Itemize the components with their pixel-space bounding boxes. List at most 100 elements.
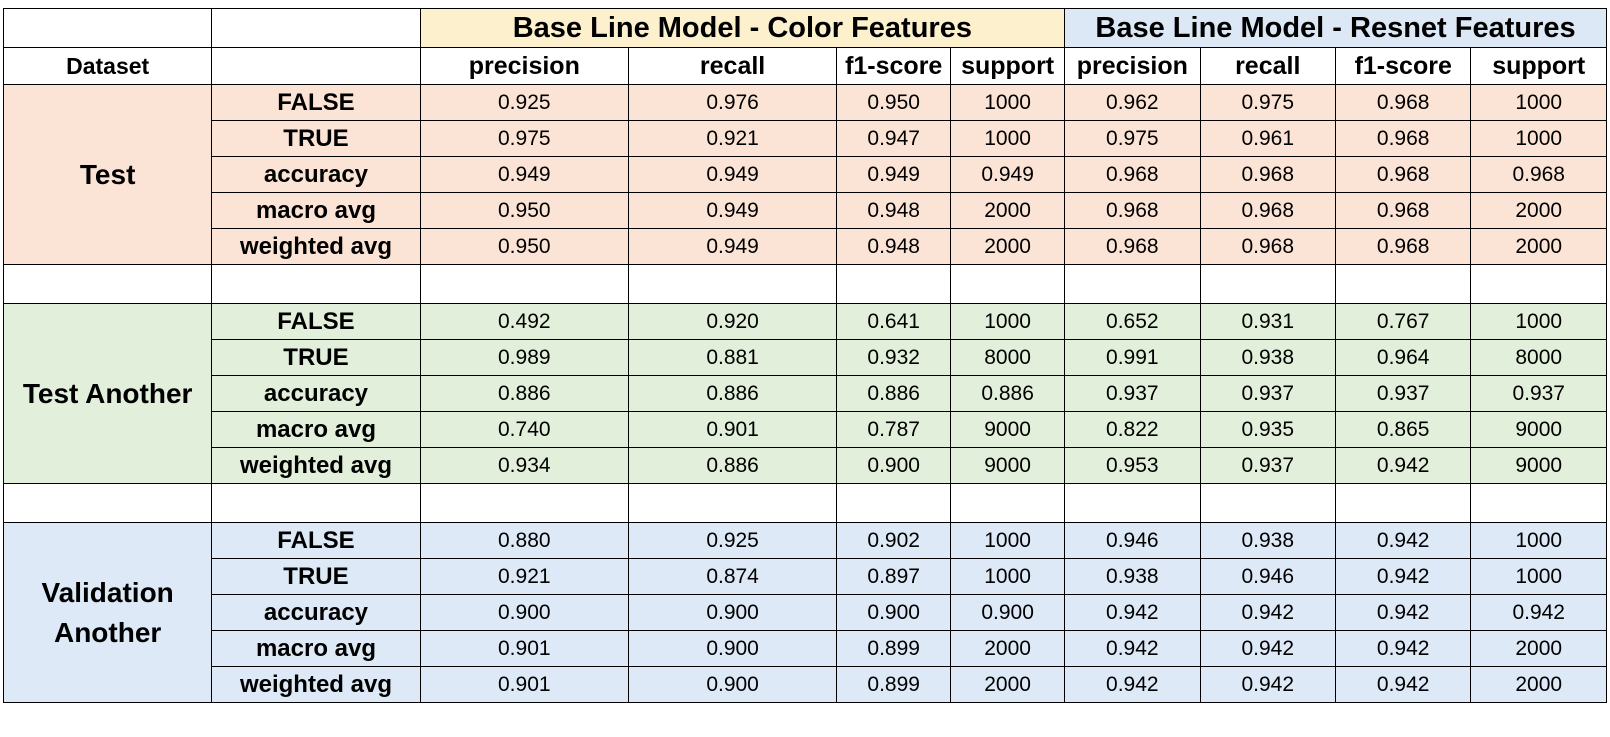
column-header-recall: recall [1199,47,1336,85]
spacer-row [2,483,1607,523]
color-f1-score-cell: 0.948 [836,228,952,265]
resnet-precision-cell: 0.953 [1064,447,1201,484]
empty-cell [2,483,213,523]
resnet-f1-score-cell: 0.968 [1334,156,1472,193]
empty-cell [627,264,838,304]
metric-label: weighted avg [211,666,421,703]
column-header-precision: precision [1064,47,1201,85]
color-support-cell: 2000 [950,666,1066,703]
resnet-precision-cell: 0.968 [1064,192,1201,229]
resnet-recall-cell: 0.961 [1199,120,1336,157]
empty-cell [1470,483,1607,523]
resnet-support-cell: 1000 [1470,558,1607,595]
color-f1-score-cell: 0.932 [836,339,952,376]
resnet-f1-score-cell: 0.942 [1334,447,1472,484]
resnet-f1-score-cell: 0.865 [1334,411,1472,448]
blank-header-cell [2,8,213,48]
blank-header-cell [211,8,421,48]
resnet-precision-cell: 0.975 [1064,120,1201,157]
column-header-precision: precision [419,47,629,85]
resnet-f1-score-cell: 0.968 [1334,120,1472,157]
metric-label: macro avg [211,192,421,229]
empty-cell [1470,264,1607,304]
metric-label: TRUE [211,339,421,376]
color-f1-score-cell: 0.902 [836,522,952,559]
color-support-cell: 2000 [950,192,1066,229]
empty-cell [1199,264,1336,304]
color-precision-cell: 0.492 [419,303,629,340]
table-row: TRUE 0.989 0.881 0.932 8000 0.991 0.938 0.964 80… [4,339,1607,376]
empty-cell [419,264,629,304]
color-recall-cell: 0.976 [627,84,838,121]
resnet-recall-cell: 0.931 [1199,303,1336,340]
empty-cell [1334,264,1472,304]
empty-cell [836,483,952,523]
resnet-precision-cell: 0.946 [1064,522,1201,559]
color-f1-score-cell: 0.948 [836,192,952,229]
table-row: TRUE 0.921 0.874 0.897 1000 0.938 0.946 0.942 10… [4,558,1607,595]
resnet-precision-cell: 0.652 [1064,303,1201,340]
color-precision-cell: 0.901 [419,666,629,703]
color-precision-cell: 0.886 [419,375,629,412]
color-recall-cell: 0.900 [627,666,838,703]
color-recall-cell: 0.949 [627,156,838,193]
results-table: Base Line Model - Color Features Base Li… [2,8,1607,703]
resnet-precision-cell: 0.968 [1064,228,1201,265]
color-f1-score-cell: 0.641 [836,303,952,340]
color-features-group-title: Base Line Model - Color Features [419,8,1066,48]
color-support-cell: 1000 [950,558,1066,595]
color-precision-cell: 0.901 [419,630,629,667]
resnet-support-cell: 1000 [1470,84,1607,121]
resnet-support-cell: 1000 [1470,303,1607,340]
resnet-f1-score-cell: 0.942 [1334,558,1472,595]
metric-label: macro avg [211,630,421,667]
table-row: macro avg 0.740 0.901 0.787 9000 0.822 0.935 0.… [4,411,1607,448]
color-support-cell: 2000 [950,630,1066,667]
resnet-support-cell: 9000 [1470,447,1607,484]
color-recall-cell: 0.920 [627,303,838,340]
resnet-support-cell: 2000 [1470,630,1607,667]
resnet-recall-cell: 0.935 [1199,411,1336,448]
empty-cell [211,264,421,304]
resnet-recall-cell: 0.938 [1199,522,1336,559]
resnet-recall-cell: 0.937 [1199,375,1336,412]
resnet-recall-cell: 0.975 [1199,84,1336,121]
resnet-f1-score-cell: 0.968 [1334,84,1472,121]
metric-label: accuracy [211,594,421,631]
color-f1-score-cell: 0.947 [836,120,952,157]
resnet-precision-cell: 0.968 [1064,156,1201,193]
column-header-f1-score: f1-score [1334,47,1472,85]
color-precision-cell: 0.950 [419,228,629,265]
resnet-f1-score-cell: 0.968 [1334,192,1472,229]
color-f1-score-cell: 0.949 [836,156,952,193]
resnet-support-cell: 9000 [1470,411,1607,448]
table-row: accuracy 0.949 0.949 0.949 0.949 0.968 0.968 0.… [4,156,1607,193]
column-header-f1-score: f1-score [836,47,952,85]
color-recall-cell: 0.901 [627,411,838,448]
color-precision-cell: 0.975 [419,120,629,157]
color-support-cell: 2000 [950,228,1066,265]
table-row: weighted avg 0.901 0.900 0.899 2000 0.942 0.94… [4,666,1607,703]
column-header-row: Dataset precision recall f1-score suppor… [2,47,1607,85]
resnet-f1-score-cell: 0.942 [1334,666,1472,703]
column-header-recall: recall [627,47,838,85]
resnet-support-cell: 1000 [1470,120,1607,157]
color-recall-cell: 0.949 [627,228,838,265]
metric-label: macro avg [211,411,421,448]
table-row: accuracy 0.886 0.886 0.886 0.886 0.937 0.937 0.… [4,375,1607,412]
spacer-row [2,264,1607,304]
empty-cell [627,483,838,523]
color-support-cell: 1000 [950,522,1066,559]
empty-cell [950,483,1066,523]
color-f1-score-cell: 0.886 [836,375,952,412]
resnet-precision-cell: 0.822 [1064,411,1201,448]
empty-cell [211,483,421,523]
resnet-precision-cell: 0.938 [1064,558,1201,595]
resnet-f1-score-cell: 0.964 [1334,339,1472,376]
resnet-recall-cell: 0.942 [1199,666,1336,703]
color-support-cell: 9000 [950,447,1066,484]
color-support-cell: 8000 [950,339,1066,376]
metric-label: FALSE [211,522,421,559]
table-row: Test FALSE 0.925 0.976 0.950 1000 0.962 0.975 0.… [2,84,1607,265]
resnet-support-cell: 1000 [1470,522,1607,559]
